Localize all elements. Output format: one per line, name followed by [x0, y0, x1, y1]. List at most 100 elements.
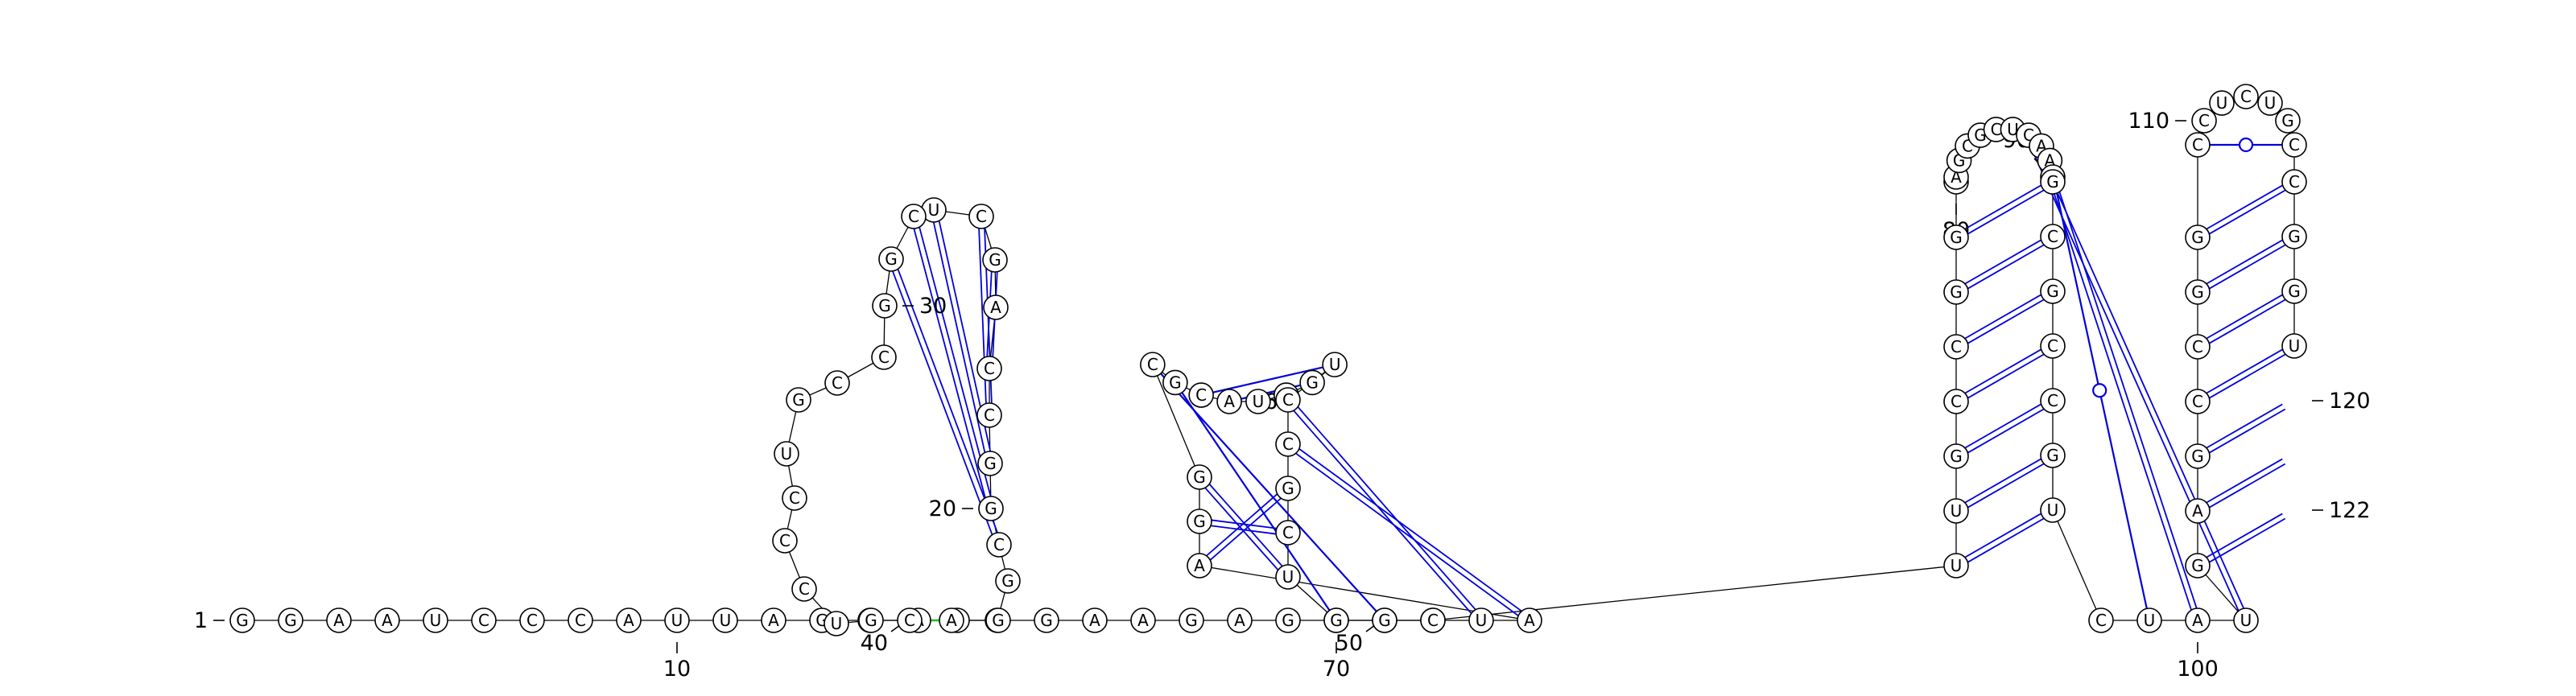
nucleotide-circle	[824, 370, 850, 396]
nucleotide: C	[2040, 224, 2066, 249]
nucleotide-letter: U	[781, 444, 793, 463]
nucleotide-letter: U	[1329, 355, 1341, 374]
nucleotide: G	[1162, 369, 1188, 396]
nucleotide-letter: U	[2047, 500, 2059, 520]
nucleotide: C	[2281, 132, 2307, 158]
nucleotide: C	[1943, 334, 1969, 360]
nucleotide-letter: U	[1253, 392, 1265, 411]
nucleotide: C	[772, 528, 798, 554]
nucleotide-letter: C	[799, 579, 810, 599]
backbone-segment	[1152, 364, 1200, 478]
nucleotide-letter: U	[2144, 611, 2156, 630]
nucleotide-letter: C	[478, 611, 489, 630]
nucleotide: A	[616, 607, 642, 633]
nucleotide-letter: G	[1950, 282, 1963, 302]
nucleotide-letter: G	[1185, 611, 1198, 630]
nucleotide-letter: G	[792, 390, 805, 410]
base-pair-line	[2206, 458, 2283, 504]
nucleotide: G	[978, 496, 1004, 521]
base-pair-line	[2209, 408, 2286, 454]
nucleotide: C	[1140, 352, 1166, 377]
nucleotide-circle	[968, 204, 994, 229]
nucleotide: G	[2185, 443, 2211, 469]
nucleotide-circle	[1943, 389, 1969, 414]
nucleotide-letter: C	[2289, 135, 2300, 154]
base-pair-line	[1964, 458, 2041, 504]
nucleotide: C	[568, 607, 593, 633]
nucleotide-letter: C	[779, 531, 791, 550]
base-pair-line	[1964, 239, 2041, 285]
nucleotide: C	[2191, 108, 2217, 134]
nucleotide-circle	[1140, 352, 1166, 377]
nucleotide-letter: C	[2192, 392, 2203, 411]
nucleotide-circle	[471, 607, 497, 633]
nucleotide-letter: C	[984, 406, 995, 425]
base-pair-line	[932, 222, 986, 453]
backbone-segment	[1432, 565, 1957, 621]
nucleotide-letter: G	[1169, 373, 1182, 392]
nucleotide: G	[1372, 607, 1397, 633]
nucleotide-circle	[2185, 132, 2211, 158]
nucleotide: A	[1216, 389, 1242, 414]
nucleotide: C	[791, 576, 817, 602]
nucleotide: U	[774, 441, 799, 467]
nucleotide-circle	[278, 607, 303, 633]
nucleotide: C	[1420, 607, 1446, 633]
nucleotide-letter: U	[928, 200, 940, 220]
nucleotide: C	[897, 607, 923, 633]
nucleotide-circle	[616, 607, 642, 633]
nucleotide-circle	[1943, 443, 1969, 469]
nucleotide-circle	[1187, 509, 1212, 534]
nucleotide-letter: G	[2288, 282, 2301, 301]
nucleotide-circle	[2281, 333, 2307, 359]
nucleotide-letter: U	[1476, 611, 1488, 630]
nucleotide: U	[2257, 90, 2283, 116]
nucleotide: G	[2040, 443, 2066, 468]
nucleotide-letter: U	[2240, 611, 2252, 630]
nucleotide-letter: U	[720, 611, 732, 630]
nucleotide-letter: U	[430, 611, 442, 630]
nucleotide-circle	[2233, 607, 2259, 633]
position-label: 110	[2128, 109, 2169, 134]
base-pair-line	[2047, 156, 2198, 608]
nucleotide: U	[1275, 564, 1301, 590]
nucleotide-circle	[858, 607, 884, 633]
nucleotide: U	[423, 607, 448, 633]
base-pair-line	[2206, 239, 2283, 285]
nucleotide-letter: C	[2192, 135, 2203, 154]
nucleotide: C	[2088, 607, 2114, 633]
nucleotide: G	[2281, 224, 2307, 249]
nucleotide: C	[782, 485, 807, 511]
nucleotide-letter: C	[904, 611, 915, 630]
base-pair-line	[1967, 517, 2045, 563]
nucleotide: G	[1943, 224, 1969, 250]
nucleotide: A	[1187, 553, 1212, 579]
nucleotide: G	[1187, 464, 1212, 490]
nucleotide-layer: GGAAUCCCAUUAGAAUUGCGGCCAGCUCGGCCGUCCCUGC…	[229, 84, 2307, 636]
nucleotide-letter: C	[2047, 391, 2058, 410]
nucleotide: A	[1227, 607, 1253, 633]
nucleotide-circle	[901, 204, 927, 229]
nucleotide-letter: A	[1089, 611, 1100, 630]
position-label: 10	[663, 657, 691, 682]
wobble-pair-marker	[2238, 137, 2254, 153]
base-pair-line	[1967, 408, 2045, 454]
nucleotide: A	[983, 294, 1009, 320]
base-pair-line	[1964, 294, 2041, 340]
nucleotide-circle	[786, 387, 811, 413]
nucleotide: A	[1130, 607, 1156, 633]
nucleotide: G	[1943, 279, 1969, 305]
nucleotide-circle	[976, 402, 1002, 428]
nucleotide-circle	[2185, 553, 2211, 579]
nucleotide-circle	[1187, 464, 1212, 490]
nucleotide-circle	[2281, 132, 2307, 158]
nucleotide: U	[2281, 333, 2307, 359]
nucleotide-circle	[1275, 564, 1301, 590]
nucleotide-circle	[983, 294, 1009, 320]
nucleotide: G	[1275, 607, 1301, 633]
nucleotide-letter: G	[1282, 479, 1294, 498]
nucleotide-circle	[1130, 607, 1156, 633]
nucleotide: U	[1322, 352, 1348, 377]
nucleotide-letter: C	[2289, 172, 2300, 192]
nucleotide-circle	[1322, 352, 1348, 377]
